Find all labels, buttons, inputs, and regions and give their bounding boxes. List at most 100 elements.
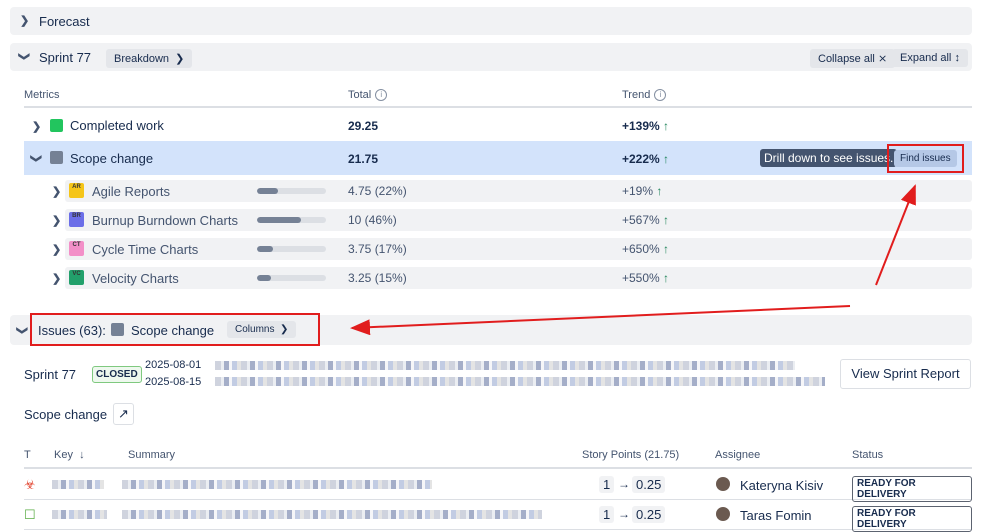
avatar [716,507,730,521]
header-divider [24,106,972,108]
issues-metric: Scope change [131,323,215,338]
arrow-up-icon: ↑ [663,119,670,133]
table-row[interactable]: ☐ 1 → 0.25 Taras Fomin READY FOR DELIVER… [24,500,972,532]
forecast-title: Forecast [39,14,90,29]
issues-count: Issues (63): [38,323,106,338]
issues-section-header: ❯ Issues (63): Scope change Columns ❯ [10,315,972,345]
metric-label: Scope change [70,151,154,166]
expand-all-button[interactable]: Expand all ↕ [892,49,968,67]
table-row[interactable]: ☣ 1 → 0.25 Kateryna Kisiv READY FOR DELI… [24,470,972,502]
annotation-box-issues [30,313,320,346]
metric-trend: +222% ↑ [622,152,669,166]
total-header: Total i [348,89,388,101]
sprint-name: Sprint 77 [24,367,77,382]
info-icon[interactable]: i [654,89,667,101]
col-key-label: Key [54,449,73,461]
issue-summary-redacted [122,480,432,489]
app-logo-icon: BR [69,212,84,227]
sub-metric-row[interactable]: VC Velocity Charts 3.25 (15%) +550% ↑ [65,267,972,289]
annotation-arrow [875,184,916,286]
chevron-right-icon[interactable]: ❯ [52,215,62,227]
trend-header: Trend i [622,89,667,101]
sprint-start-date: 2025-08-01 [145,359,202,371]
trend-value: +550% [622,271,660,285]
issue-key-redacted[interactable] [52,510,107,519]
col-key[interactable]: Key ↓ [54,449,85,461]
collapse-all-label: Collapse all [818,53,875,65]
assignee-name: Kateryna Kisiv [740,478,824,493]
view-sprint-report-button[interactable]: View Sprint Report [840,359,971,389]
trend-value: +19% [622,184,654,198]
share-progress-bar [257,217,326,223]
col-type: T [24,449,31,461]
scope-change-color-icon [50,151,63,164]
status-badge[interactable]: READY FOR DELIVERY [852,476,972,502]
sub-metric-value: 4.75 (22%) [348,184,407,198]
external-link-icon[interactable]: ↗ [113,403,134,425]
chevron-right-icon[interactable]: ❯ [52,244,62,256]
col-assignee: Assignee [715,449,761,461]
expand-all-label: Expand all [900,52,952,64]
trend-value: +222% [622,152,660,166]
forecast-section[interactable]: ❯ Forecast [10,7,972,35]
annotation-box-find-issues [887,144,964,173]
trend-value: +650% [622,242,660,256]
chevron-right-icon[interactable]: ❯ [52,273,62,285]
sub-metric-label: Cycle Time Charts [92,242,199,257]
collapse-all-button[interactable]: Collapse all ⨯ [810,49,896,68]
arrow-up-icon: ↑ [663,152,670,166]
chevron-right-icon[interactable]: ❯ [52,186,62,198]
chevron-right-icon[interactable]: ❯ [32,121,42,133]
avatar [716,477,730,491]
sub-metric-label: Burnup Burndown Charts [92,213,238,228]
completed-work-color-icon [50,119,63,132]
sub-metric-value: 10 (46%) [348,213,397,227]
find-issues-button[interactable]: Find issues [894,150,957,167]
metric-total: 29.25 [348,119,379,133]
sub-metric-value: 3.75 (17%) [348,242,407,256]
sub-metric-row[interactable]: CT Cycle Time Charts 3.75 (17%) +650% ↑ [65,238,972,260]
chevron-right-icon: ❯ [20,15,30,27]
share-progress-bar [257,188,326,194]
sub-metric-value: 3.25 (15%) [348,271,407,285]
sprint-end-date: 2025-08-15 [145,376,202,388]
arrow-up-icon: ↑ [663,213,670,227]
scope-change-color-icon [111,323,124,336]
col-summary: Summary [128,449,176,461]
sub-metric-label: Agile Reports [92,184,171,199]
table-divider [24,467,972,469]
assignee-name: Taras Fomin [740,508,812,523]
sprint-goal-redacted [215,377,825,386]
share-progress-bar [257,246,326,252]
collapse-icon: ⨯ [877,53,888,65]
sprint-section-header: ❯ Sprint 77 Breakdown ❯ Collapse all ⨯ E… [10,43,972,71]
issue-key-redacted[interactable] [52,480,104,489]
metric-trend: +139% ↑ [622,119,669,133]
breakdown-button[interactable]: Breakdown ❯ [106,49,193,68]
columns-button[interactable]: Columns ❯ [227,321,297,338]
sub-metric-trend: +650% ↑ [622,242,669,256]
issue-summary-redacted [122,510,542,519]
metric-total: 21.75 [348,152,379,166]
app-logo-icon: AR [69,183,84,198]
app-logo-icon: CT [69,241,84,256]
story-points-from: 1 [599,506,615,523]
arrow-right-icon: → [618,507,630,521]
sprint-title: Sprint 77 [39,50,92,65]
sprint-goal-redacted [215,361,795,370]
app-logo-icon: VC [69,270,84,285]
sub-metric-row[interactable]: AR Agile Reports 4.75 (22%) +19% ↑ [65,180,972,202]
sub-metric-row[interactable]: BR Burnup Burndown Charts 10 (46%) +567%… [65,209,972,231]
metric-row-scope-change[interactable]: ❯ Scope change 21.75 +222% ↑ Drill down … [24,141,972,175]
trend-value: +567% [622,213,660,227]
arrow-up-icon: ↑ [663,242,670,256]
trend-value: +139% [622,119,660,133]
scope-change-title: Scope change [24,407,108,422]
breakdown-label: Breakdown [114,53,170,65]
info-icon[interactable]: i [375,89,388,101]
story-points-to: 0.25 [632,476,666,493]
share-progress-bar [257,275,326,281]
story-points-from: 1 [599,476,615,493]
metric-row-completed-work[interactable]: ❯ Completed work 29.25 +139% ↑ [24,111,972,141]
